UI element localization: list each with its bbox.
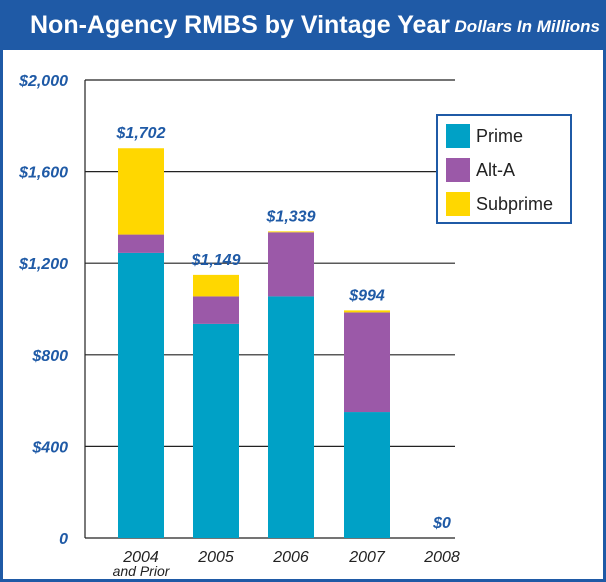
bar-segment-alt-a [193,296,239,324]
y-tick-label: 0 [59,531,68,548]
chart-header: Non-Agency RMBS by Vintage Year Dollars … [0,0,606,50]
chart-title: Non-Agency RMBS by Vintage Year [30,11,451,39]
legend-item-prime: Prime [446,124,523,148]
bar-segment-subprime [193,274,239,297]
bar-segment-alt-a [344,312,390,413]
legend-label-alt-a: Alt-A [476,159,516,180]
x-tick-label: and Prior [113,563,171,579]
bar-segment-subprime [268,231,314,233]
legend-label-subprime: Subprime [476,193,554,214]
legend-swatch-prime [446,124,470,148]
legend-swatch-subprime [446,192,470,216]
y-tick-label: $400 [31,439,68,456]
bar-segment-alt-a [118,234,164,253]
bar-segment-prime [344,412,390,538]
chart-subtitle: Dollars In Millions [454,17,600,36]
x-tick-label: 2004 [122,549,159,566]
x-tick-label: 2005 [197,549,234,566]
bar-total-label: $0 [432,515,451,532]
bar-total-label: $994 [348,287,385,304]
bar-segment-subprime [118,148,164,235]
bar-segment-prime [193,323,239,538]
bar-segment-prime [118,252,164,538]
bar-segment-prime [268,296,314,538]
y-tick-label: $2,000 [18,73,68,90]
chart-legend: Prime Alt-A Subprime [436,114,572,224]
bar-total-label: $1,702 [116,125,166,142]
x-tick-label: 2008 [423,549,460,566]
bar-segment-subprime [344,310,390,313]
bar-total-label: $1,149 [191,252,241,269]
x-tick-label: 2006 [272,549,309,566]
legend-item-alt-a: Alt-A [446,158,515,182]
legend-item-subprime: Subprime [446,192,553,216]
legend-label-prime: Prime [476,125,524,146]
y-tick-label: $1,200 [18,256,68,273]
legend-swatch-alt-a [446,158,470,182]
bar-segment-alt-a [268,232,314,297]
x-tick-label: 2007 [348,549,386,566]
y-tick-label: $1,600 [18,165,68,182]
bar-total-label: $1,339 [266,208,316,225]
y-tick-label: $800 [31,348,68,365]
